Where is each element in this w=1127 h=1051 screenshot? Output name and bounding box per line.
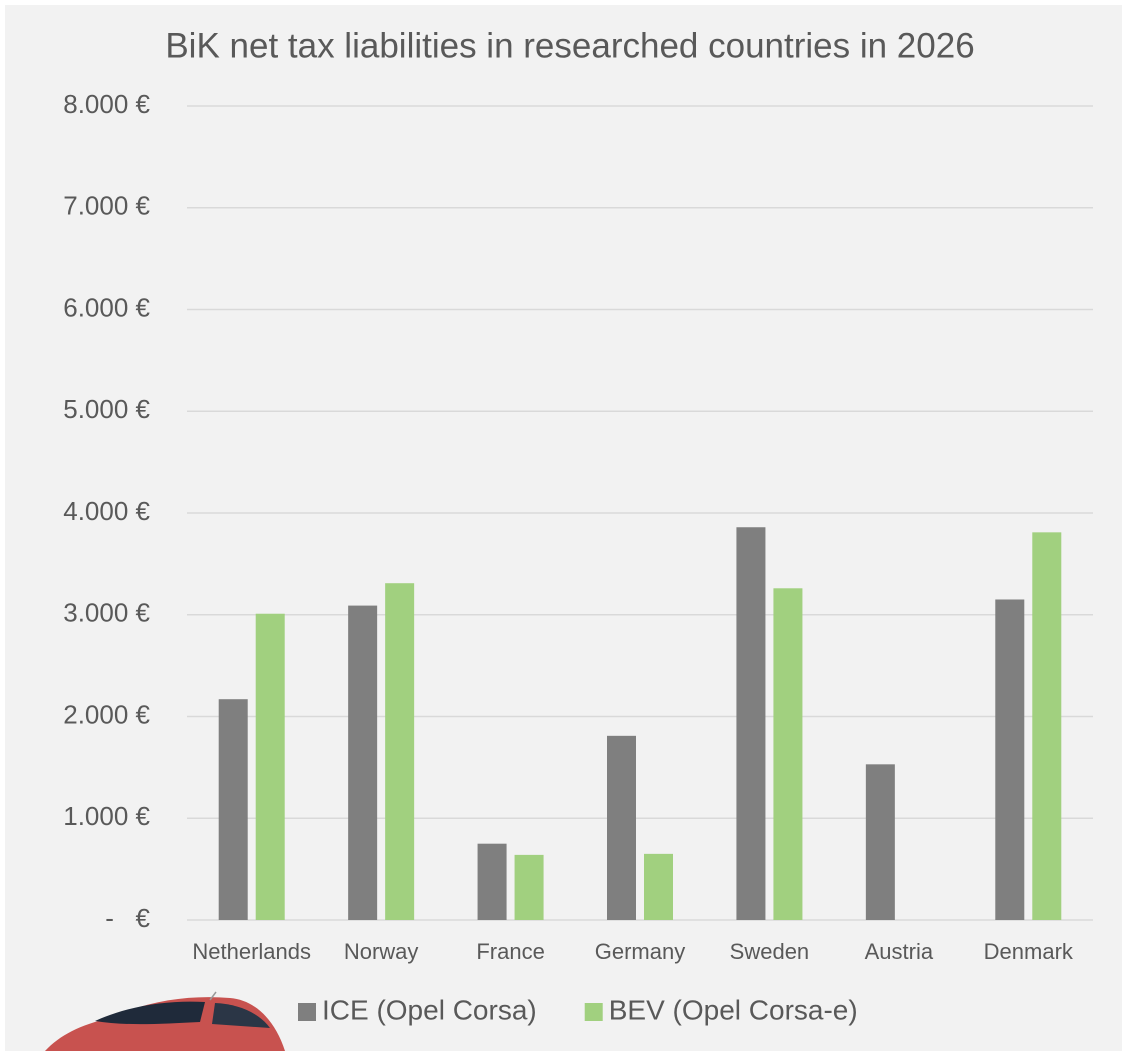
car-illustration (45, 991, 285, 1051)
y-tick-label: 6.000 € (63, 292, 150, 322)
y-tick-label: 8.000 € (63, 89, 150, 119)
chart-background (5, 5, 1122, 1051)
chart-title: BiK net tax liabilities in researched co… (165, 26, 974, 65)
y-tick-label: 4.000 € (63, 496, 150, 526)
bar (514, 854, 544, 920)
bar (607, 735, 636, 920)
bar (736, 527, 766, 920)
x-tick-label: Denmark (984, 939, 1074, 964)
legend-label: ICE (Opel Corsa) (322, 994, 537, 1025)
bar (348, 605, 378, 920)
bar (644, 853, 673, 920)
y-tick-label: 3.000 € (63, 598, 150, 628)
bar (255, 613, 285, 920)
x-tick-label: Norway (344, 939, 419, 964)
y-tick-label: - € (105, 903, 150, 933)
legend-swatch (298, 1003, 316, 1021)
bar (218, 699, 248, 920)
bar (995, 599, 1025, 920)
y-tick-label: 1.000 € (63, 801, 150, 831)
bar (477, 843, 507, 920)
x-tick-label: Austria (865, 939, 934, 964)
x-tick-label: France (476, 939, 544, 964)
x-tick-label: Netherlands (192, 939, 311, 964)
x-tick-label: Germany (595, 939, 685, 964)
bar (385, 583, 415, 920)
bar (773, 588, 803, 920)
bar (1032, 532, 1062, 920)
x-tick-label: Sweden (730, 939, 810, 964)
legend-label: BEV (Opel Corsa-e) (609, 994, 858, 1025)
y-tick-label: 2.000 € (63, 699, 150, 729)
legend-swatch (584, 1003, 603, 1021)
y-tick-label: 7.000 € (63, 191, 150, 221)
bar (865, 764, 895, 920)
y-tick-label: 5.000 € (63, 394, 150, 424)
